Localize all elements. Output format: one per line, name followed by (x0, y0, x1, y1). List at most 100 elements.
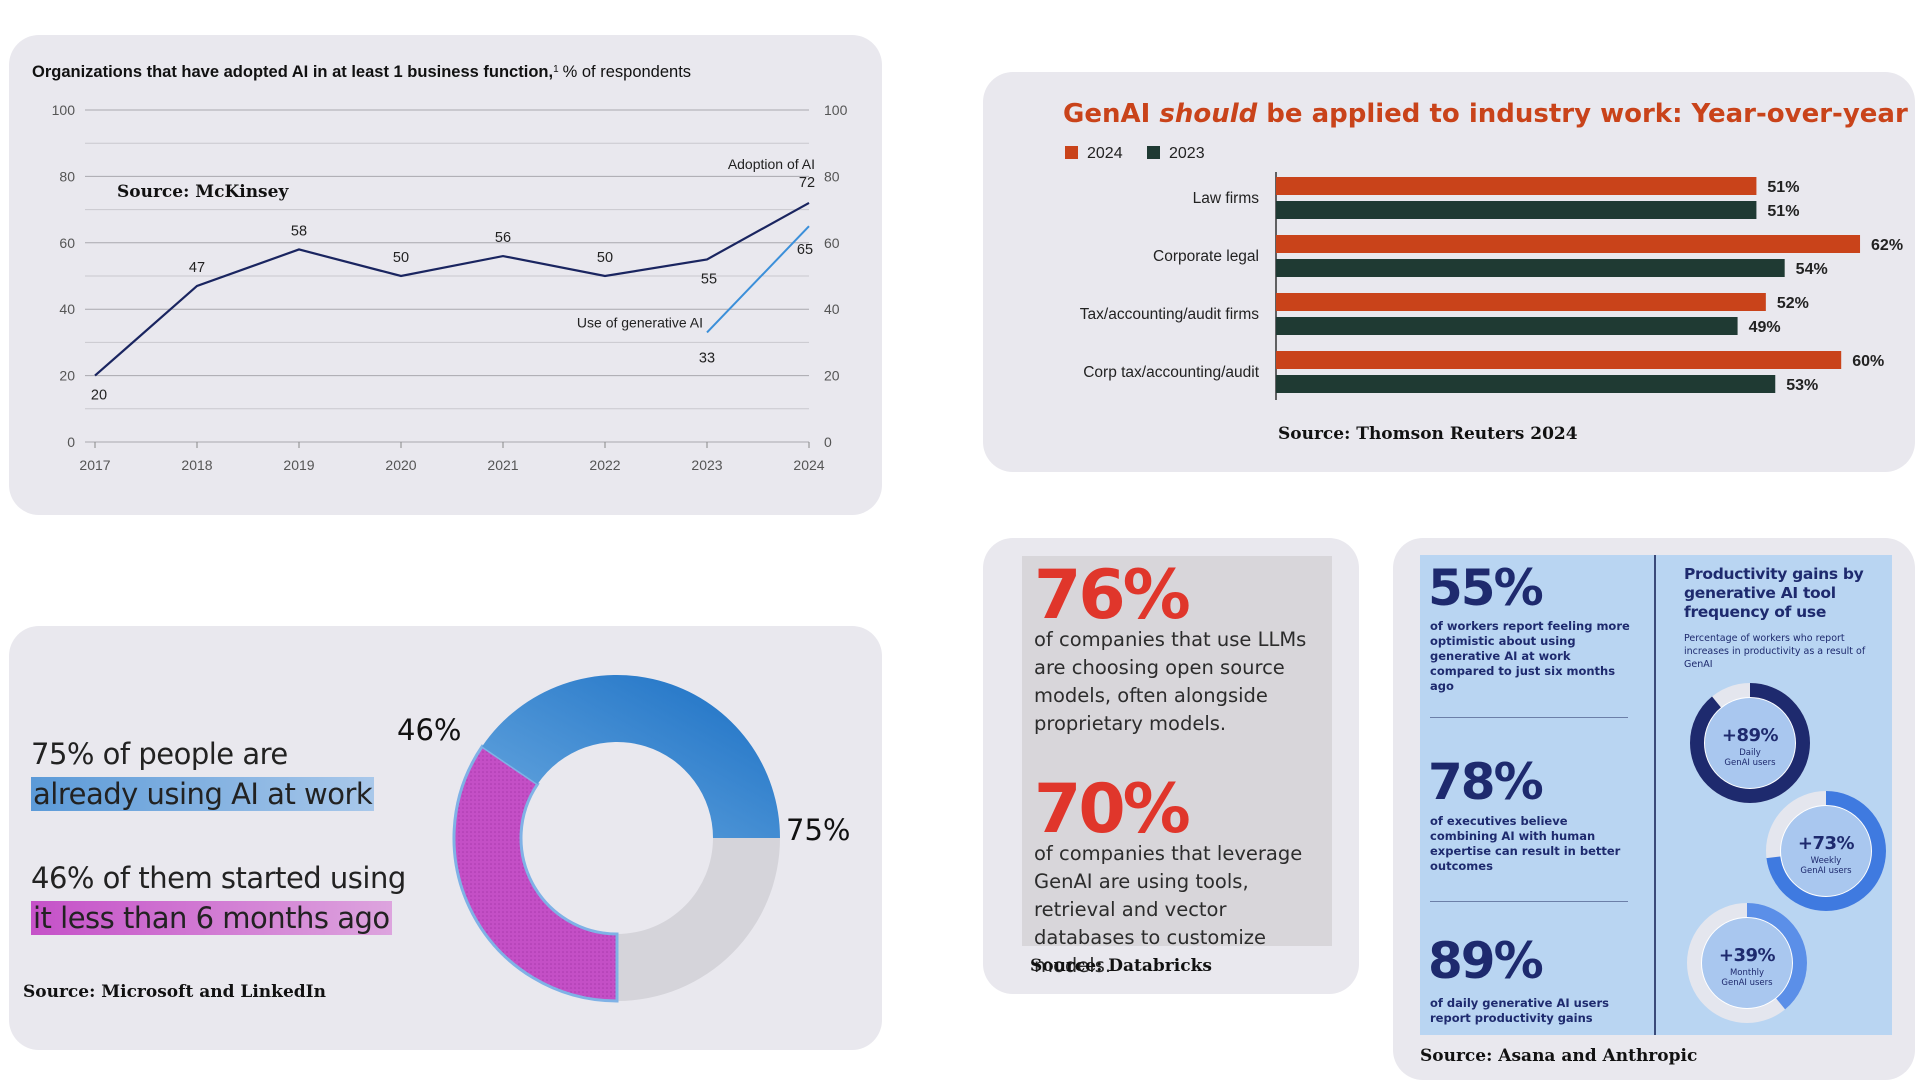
data-label: 47 (189, 260, 205, 276)
source-asana-anthropic: Source: Asana and Anthropic (1420, 1046, 1698, 1066)
productivity-title: Productivity gains by generative AI tool… (1684, 565, 1864, 621)
donut-slice-46 (452, 744, 619, 1003)
bar-value-label: 49% (1749, 319, 1781, 336)
y-tick-left: 0 (67, 434, 75, 450)
data-label: 55 (701, 271, 717, 287)
category-label: Tax/accounting/audit firms (1080, 306, 1259, 323)
ring-sub1: Monthly (1730, 968, 1764, 978)
y-tick-right: 20 (824, 368, 840, 384)
stat-76-text: of companies that use LLMs are choosing … (1034, 628, 1307, 735)
bar-value-label: 51% (1767, 179, 1799, 196)
bar-2024 (1276, 351, 1842, 369)
adoption-line-chart: Organizations that have adopted AI in at… (32, 63, 848, 473)
ring-progress (1690, 683, 1810, 803)
bar-2023 (1276, 201, 1757, 219)
category-label: Corporate legal (1153, 248, 1259, 265)
data-label: 72 (799, 175, 815, 191)
ring-inner (1781, 806, 1871, 896)
bar-2023 (1276, 259, 1785, 277)
x-tick-label: 2019 (283, 457, 314, 473)
genai-industry-bar-chart: GenAI should be applied to industry work… (1063, 99, 1908, 444)
ring-value: +39% (1719, 945, 1776, 966)
ring-sub1: Daily (1739, 748, 1761, 758)
y-tick-left: 40 (59, 301, 75, 317)
stat-78-text: of executives believe combining AI with … (1430, 814, 1621, 873)
bar-value-label: 52% (1777, 295, 1809, 312)
usage-donut-chart: 46% 75% (397, 675, 850, 1003)
y-tick-right: 60 (824, 235, 840, 251)
stat-55: 55% (1428, 559, 1544, 617)
stat-text-block: 75% of people are already using AI at wo… (31, 734, 406, 938)
source-databricks: Source: Databricks (1030, 956, 1212, 976)
ring-sub2: GenAI users (1800, 866, 1852, 876)
stat-highlight-1: already using AI at work (31, 777, 375, 811)
bar-value-label: 60% (1852, 353, 1884, 370)
ring-sub1: Weekly (1811, 856, 1842, 866)
source-mckinsey: Source: McKinsey (117, 182, 289, 202)
stat-78: 78% (1428, 753, 1544, 811)
asana-anthropic-panel: 55% of workers report feeling more optim… (1393, 538, 1915, 1080)
y-tick-left: 60 (59, 235, 75, 251)
ring-inner (1705, 698, 1795, 788)
bar-value-label: 53% (1786, 377, 1818, 394)
data-label: 65 (797, 242, 813, 258)
mckinsey-chart-panel: Organizations that have adopted AI in at… (9, 35, 882, 515)
series-name-adoption: Adoption of AI (728, 156, 815, 172)
data-label: 58 (291, 223, 307, 239)
bar-2024 (1276, 235, 1861, 253)
bar-value-label: 62% (1871, 237, 1903, 254)
stat-highlight-2: it less than 6 months ago (31, 901, 392, 935)
legend-label: 2023 (1169, 145, 1205, 162)
donut-slice-remainder (617, 838, 780, 1001)
y-tick-right: 40 (824, 301, 840, 317)
divider (1654, 555, 1656, 1035)
category-label: Corp tax/accounting/audit (1083, 364, 1259, 381)
stat-70-text: of companies that leverage GenAI are usi… (1034, 842, 1303, 977)
x-tick-label: 2017 (79, 457, 110, 473)
x-tick-label: 2020 (385, 457, 416, 473)
x-tick-label: 2022 (589, 457, 620, 473)
x-tick-label: 2024 (793, 457, 824, 473)
stat-89: 89% (1428, 932, 1544, 990)
x-tick-label: 2021 (487, 457, 518, 473)
y-tick-right: 80 (824, 168, 840, 184)
data-label: 33 (699, 350, 715, 366)
databricks-panel: 76% of companies that use LLMs are choos… (983, 538, 1359, 994)
bar-value-label: 54% (1796, 261, 1828, 278)
bar-2024 (1276, 293, 1766, 311)
slice-label-46: 46% (397, 713, 461, 747)
ring-inner (1702, 918, 1792, 1008)
ring-sub2: GenAI users (1724, 758, 1776, 768)
bar-2023 (1276, 317, 1738, 335)
data-label: 56 (495, 230, 511, 246)
thomson-reuters-chart-panel: GenAI should be applied to industry work… (983, 72, 1915, 472)
ring-progress (1687, 903, 1807, 1023)
stat-89-text: of daily generative AI users report prod… (1430, 996, 1610, 1025)
data-label: 50 (597, 250, 613, 266)
bar-2023 (1276, 375, 1776, 393)
ring-value: +73% (1798, 833, 1855, 854)
divider (1430, 717, 1628, 718)
y-tick-right: 100 (824, 102, 848, 118)
legend-swatch (1065, 146, 1078, 159)
chart-title: GenAI should be applied to industry work… (1063, 99, 1908, 129)
productivity-subtitle: Percentage of workers who report increas… (1684, 633, 1866, 670)
divider (1430, 901, 1628, 902)
series-line-genai (706, 225, 810, 334)
ring-progress (1766, 791, 1886, 911)
stat-line-2: 46% of them started using (31, 861, 406, 895)
data-label: 50 (393, 250, 409, 266)
y-tick-right: 0 (824, 434, 832, 450)
legend-label: 2024 (1087, 145, 1123, 162)
ring-value: +89% (1722, 725, 1779, 746)
legend-swatch (1147, 146, 1160, 159)
series-line-adoption (94, 201, 810, 377)
bar-2024 (1276, 177, 1757, 195)
ring-sub2: GenAI users (1721, 978, 1773, 988)
databricks-card: 76% of companies that use LLMs are choos… (1022, 556, 1332, 977)
slice-label-75: 75% (786, 813, 850, 847)
microsoft-linkedin-panel: 75% of people are already using AI at wo… (9, 626, 882, 1050)
bar-value-label: 51% (1767, 203, 1799, 220)
x-tick-label: 2018 (181, 457, 212, 473)
